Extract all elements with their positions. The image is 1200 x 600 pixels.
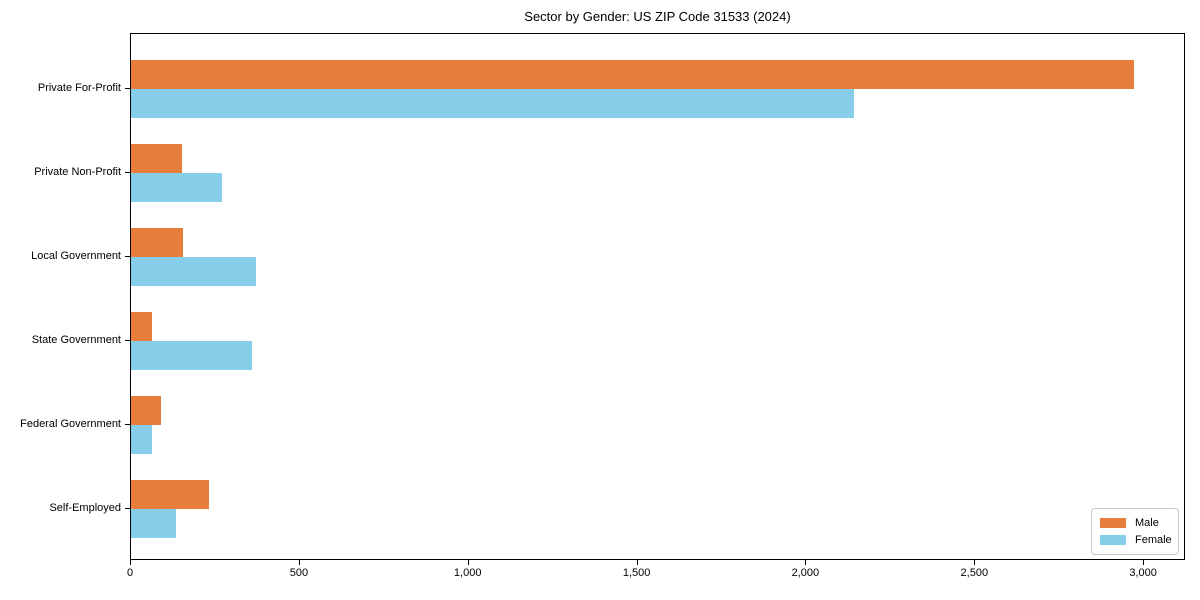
x-tick-mark-1000	[467, 560, 469, 565]
y-tick-label-local-government: Local Government	[31, 250, 121, 262]
y-tick-mark-private-for-profit	[125, 88, 130, 89]
bar-female-self-employed	[131, 509, 176, 538]
legend-item-female: Female	[1100, 534, 1178, 546]
y-tick-mark-private-non-profit	[125, 172, 130, 173]
x-tick-mark-2500	[974, 560, 976, 565]
bar-male-federal-government	[131, 396, 162, 425]
y-tick-label-self-employed: Self-Employed	[49, 502, 121, 514]
y-tick-mark-state-government	[125, 340, 130, 341]
bar-female-federal-government	[131, 425, 153, 454]
y-tick-label-state-government: State Government	[31, 334, 121, 346]
x-tick-label-1000: 1,000	[453, 567, 482, 579]
x-tick-label-2500: 2,500	[960, 567, 989, 579]
y-tick-mark-federal-government	[125, 424, 130, 425]
x-tick-mark-1500	[636, 560, 638, 565]
x-tick-mark-3000	[1143, 560, 1145, 565]
x-tick-mark-0	[130, 560, 131, 565]
y-tick-mark-self-employed	[125, 508, 130, 509]
x-tick-label-0: 0	[126, 567, 134, 579]
y-tick-mark-local-government	[125, 256, 130, 257]
legend: Male Female	[1091, 508, 1179, 555]
x-tick-label-500: 500	[289, 567, 309, 579]
bar-male-private-for-profit	[131, 60, 1134, 89]
y-tick-label-federal-government: Federal Government	[20, 418, 121, 430]
plot-area	[130, 33, 1185, 560]
bar-female-local-government	[131, 257, 257, 286]
legend-item-male: Male	[1100, 517, 1178, 529]
legend-label-female: Female	[1135, 534, 1172, 546]
legend-label-male: Male	[1135, 517, 1159, 529]
legend-swatch-male	[1100, 518, 1126, 528]
bar-male-state-government	[131, 312, 153, 341]
x-tick-mark-2000	[805, 560, 807, 565]
chart-title: Sector by Gender: US ZIP Code 31533 (202…	[524, 9, 791, 24]
y-tick-label-private-for-profit: Private For-Profit	[37, 82, 121, 94]
bar-male-self-employed	[131, 480, 209, 509]
x-tick-mark-500	[298, 560, 300, 565]
y-tick-label-private-non-profit: Private Non-Profit	[34, 166, 121, 178]
bar-male-local-government	[131, 228, 184, 257]
bar-male-private-non-profit	[131, 144, 183, 173]
x-tick-label-1500: 1,500	[622, 567, 651, 579]
x-tick-label-2000: 2,000	[791, 567, 820, 579]
legend-swatch-female	[1100, 535, 1126, 545]
x-tick-label-3000: 3,000	[1129, 567, 1157, 579]
bar-female-private-non-profit	[131, 173, 223, 202]
bar-female-private-for-profit	[131, 89, 854, 118]
bar-female-state-government	[131, 341, 253, 370]
